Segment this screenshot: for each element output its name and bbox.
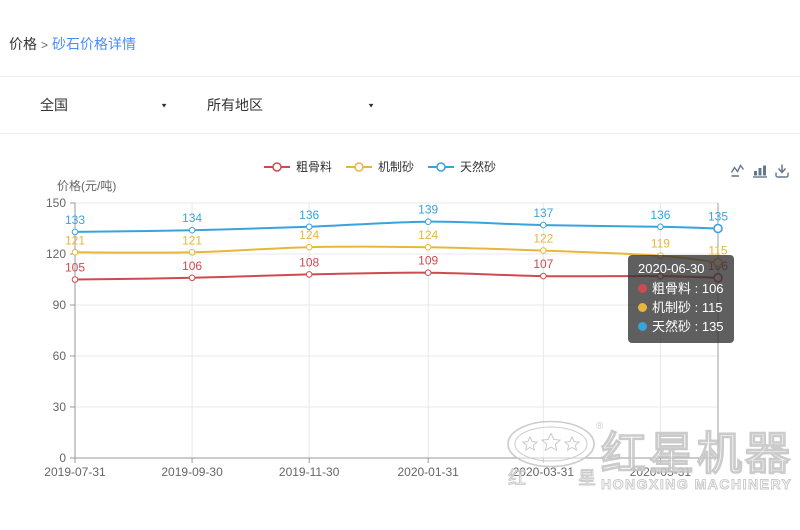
data-point-label: 108 xyxy=(299,255,319,269)
data-point[interactable] xyxy=(188,274,196,282)
legend-label: 粗骨料 xyxy=(295,160,332,174)
data-point[interactable] xyxy=(71,276,79,283)
legend-item-2[interactable]: 天然砂 xyxy=(428,158,496,175)
legend-label: 天然砂 xyxy=(460,160,497,174)
region-select[interactable]: 全国 ▼ xyxy=(40,90,168,120)
filter-bar: 全国 ▼ 所有地区 ▼ xyxy=(0,90,800,122)
data-point-label: 139 xyxy=(418,203,438,217)
data-point[interactable] xyxy=(657,252,664,259)
legend-item-1[interactable]: 机制砂 xyxy=(345,158,414,175)
area-select[interactable]: 所有地区 ▼ xyxy=(207,90,375,120)
legend-label: 机制砂 xyxy=(377,160,414,174)
data-point[interactable] xyxy=(188,249,196,256)
data-point-label: 124 xyxy=(299,228,319,242)
x-tick-label: 2020-03-31 xyxy=(513,465,575,479)
y-axis-title: 价格(元/吨) xyxy=(57,178,116,193)
x-tick-label: 2019-09-30 xyxy=(161,465,223,479)
x-tick-label: 2020-01-31 xyxy=(397,465,459,479)
bar-chart-icon[interactable] xyxy=(751,162,768,179)
data-point-label: 136 xyxy=(650,208,670,222)
chart-toolbox xyxy=(729,162,790,179)
y-tick-label: 120 xyxy=(46,247,66,261)
divider-top xyxy=(0,76,800,77)
legend-item-0[interactable]: 粗骨料 xyxy=(263,158,332,175)
data-point[interactable] xyxy=(424,269,432,277)
data-point-label: 134 xyxy=(182,211,202,225)
chevron-down-icon: ▼ xyxy=(367,101,375,109)
y-tick-label: 0 xyxy=(59,451,66,465)
data-point-label: 121 xyxy=(65,233,85,247)
breadcrumb-current[interactable]: 砂石价格详情 xyxy=(52,36,137,52)
series-2-line[interactable]: 133 134 136 139 137 136 135 xyxy=(65,203,728,236)
data-point-label: 122 xyxy=(533,232,553,246)
breadcrumb-section[interactable]: 价格 xyxy=(9,36,37,52)
y-tick-label: 60 xyxy=(53,349,67,363)
area-select-value: 所有地区 xyxy=(207,97,263,113)
line-chart-icon[interactable] xyxy=(729,162,746,179)
x-tick-label: 2020-05-31 xyxy=(630,465,692,479)
y-tick-label: 90 xyxy=(53,298,67,312)
data-point-label: 106 xyxy=(182,259,202,273)
data-point[interactable] xyxy=(71,249,79,256)
divider-filters xyxy=(0,133,800,134)
data-point[interactable] xyxy=(305,243,313,251)
data-point[interactable] xyxy=(305,271,313,278)
download-icon[interactable] xyxy=(773,162,790,179)
y-tick-label: 150 xyxy=(46,196,66,210)
data-point[interactable] xyxy=(540,247,547,254)
data-point[interactable] xyxy=(657,272,664,280)
data-point[interactable] xyxy=(713,272,723,283)
data-point-label: 133 xyxy=(65,213,85,227)
data-point-label: 119 xyxy=(651,237,670,251)
series-1-line[interactable]: 121 121 124 124 122 119 115 xyxy=(65,228,728,268)
axes: 0 30 60 90 120 150 2019-07-31 2019-09-30 2019-11… xyxy=(44,178,718,479)
data-point-label: 107 xyxy=(533,257,553,271)
data-point-label: 121 xyxy=(182,233,202,247)
data-point-label: 135 xyxy=(708,210,728,224)
data-point-label: 109 xyxy=(418,254,438,268)
x-tick-label: 2019-07-31 xyxy=(44,465,106,479)
legend-marker-icon xyxy=(428,161,454,172)
data-point[interactable] xyxy=(305,223,313,231)
data-point[interactable] xyxy=(424,218,432,225)
data-point[interactable] xyxy=(657,223,664,231)
legend-marker-icon xyxy=(345,161,372,172)
breadcrumb-separator-icon: > xyxy=(41,38,49,52)
region-select-value: 全国 xyxy=(40,97,68,113)
data-point-label: 136 xyxy=(299,208,319,222)
grid-lines xyxy=(75,202,719,458)
data-point[interactable] xyxy=(188,226,196,234)
data-point-label: 115 xyxy=(708,244,727,258)
chart-legend: 粗骨料 机制砂 天然砂 xyxy=(0,158,760,175)
data-point-label: 124 xyxy=(418,228,438,242)
data-point[interactable] xyxy=(424,243,432,251)
legend-marker-icon xyxy=(263,161,290,172)
data-point[interactable] xyxy=(71,228,79,236)
breadcrumb: 价格 > 砂石价格详情 xyxy=(9,34,136,54)
y-tick-label: 30 xyxy=(53,400,67,414)
data-point[interactable] xyxy=(713,223,723,234)
data-point[interactable] xyxy=(540,221,547,229)
data-point-label: 137 xyxy=(533,206,553,220)
data-point-label: 105 xyxy=(65,261,85,275)
data-point[interactable] xyxy=(540,272,547,280)
chevron-down-icon: ▼ xyxy=(160,101,168,109)
data-point[interactable] xyxy=(713,257,723,268)
x-tick-label: 2019-11-30 xyxy=(279,465,340,479)
series-0-line[interactable]: 105106108109107106 xyxy=(65,254,728,283)
